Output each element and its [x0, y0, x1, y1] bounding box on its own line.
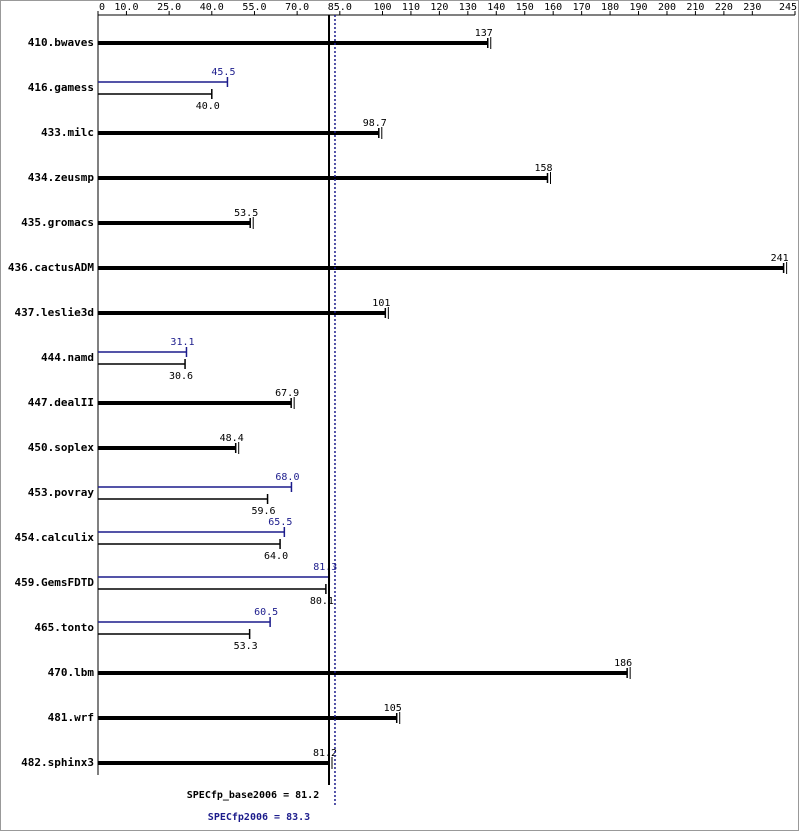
category-label: 482.sphinx3 — [21, 756, 94, 769]
bar — [98, 588, 326, 590]
category-label: 450.soplex — [28, 441, 95, 454]
value-label: 48.4 — [220, 433, 244, 444]
value-label: 105 — [384, 703, 402, 714]
x-tick-label: 70.0 — [285, 2, 309, 13]
bar — [98, 41, 488, 45]
value-label: 101 — [372, 298, 390, 309]
value-label: 80.1 — [310, 596, 334, 607]
x-tick-label: 200 — [658, 2, 676, 13]
value-label: 31.1 — [170, 337, 194, 348]
bar — [98, 93, 212, 95]
x-tick-label: 0 — [99, 2, 105, 13]
x-tick-label: 245 — [779, 2, 797, 13]
value-label: 67.9 — [275, 388, 299, 399]
category-label: 416.gamess — [28, 81, 94, 94]
category-label: 481.wrf — [48, 711, 94, 724]
x-tick-label: 150 — [516, 2, 534, 13]
category-label: 444.namd — [41, 351, 94, 364]
bar — [98, 621, 271, 623]
value-label: 60.5 — [254, 607, 278, 618]
category-label: 459.GemsFDTD — [15, 576, 95, 589]
bar — [98, 363, 186, 365]
bar — [98, 498, 268, 500]
bar — [98, 176, 548, 180]
value-label: 53.3 — [234, 641, 258, 652]
value-label: 81.2 — [313, 748, 337, 759]
x-tick-label: 170 — [573, 2, 591, 13]
x-tick-label: 10.0 — [114, 2, 138, 13]
bar — [98, 311, 386, 315]
value-label: 45.5 — [211, 67, 235, 78]
value-label: 68.0 — [275, 472, 299, 483]
bar — [98, 633, 250, 635]
category-label: 453.povray — [28, 486, 95, 499]
bar — [98, 576, 330, 578]
value-label: 186 — [614, 658, 632, 669]
value-label: 59.6 — [252, 506, 276, 517]
bar — [98, 531, 285, 533]
x-tick-label: 220 — [715, 2, 733, 13]
category-label: 435.gromacs — [21, 216, 94, 229]
value-label: 98.7 — [363, 118, 387, 129]
bar — [98, 671, 628, 675]
x-tick-label: 190 — [629, 2, 647, 13]
x-tick-label: 230 — [743, 2, 761, 13]
bar — [98, 81, 228, 83]
value-label: 137 — [475, 28, 493, 39]
x-tick-label: 180 — [601, 2, 619, 13]
value-label: 65.5 — [268, 517, 292, 528]
category-label: 410.bwaves — [28, 36, 94, 49]
bar — [98, 446, 236, 450]
category-label: 465.tonto — [34, 621, 94, 634]
bar — [98, 401, 292, 405]
value-label: 158 — [534, 163, 552, 174]
x-tick-label: 140 — [487, 2, 505, 13]
reference-label: SPECfp_base2006 = 81.2 — [187, 790, 319, 801]
category-label: 437.leslie3d — [15, 306, 94, 319]
value-label: 81.3 — [313, 562, 337, 573]
x-tick-label: 85.0 — [328, 2, 352, 13]
bar — [98, 221, 251, 225]
x-tick-label: 210 — [686, 2, 704, 13]
category-label: 447.dealII — [28, 396, 94, 409]
category-label: 454.calculix — [15, 531, 95, 544]
category-label: 470.lbm — [48, 666, 95, 679]
x-tick-label: 55.0 — [242, 2, 266, 13]
value-label: 64.0 — [264, 551, 288, 562]
x-tick-label: 130 — [459, 2, 477, 13]
x-tick-label: 100 — [373, 2, 391, 13]
x-tick-label: 120 — [430, 2, 448, 13]
bar — [98, 131, 379, 135]
bar — [98, 543, 281, 545]
value-label: 53.5 — [234, 208, 258, 219]
category-label: 433.milc — [41, 126, 94, 139]
bar — [98, 266, 784, 270]
value-label: 30.6 — [169, 371, 193, 382]
x-tick-label: 110 — [402, 2, 420, 13]
value-label: 40.0 — [196, 101, 220, 112]
reference-label: SPECfp2006 = 83.3 — [208, 812, 310, 823]
bar — [98, 716, 397, 720]
x-tick-label: 40.0 — [200, 2, 224, 13]
bar — [98, 761, 330, 765]
value-label: 241 — [771, 253, 789, 264]
x-tick-label: 25.0 — [157, 2, 181, 13]
x-tick-label: 160 — [544, 2, 562, 13]
bar — [98, 486, 292, 488]
category-label: 436.cactusADM — [8, 261, 94, 274]
bar — [98, 351, 187, 353]
category-label: 434.zeusmp — [28, 171, 95, 184]
